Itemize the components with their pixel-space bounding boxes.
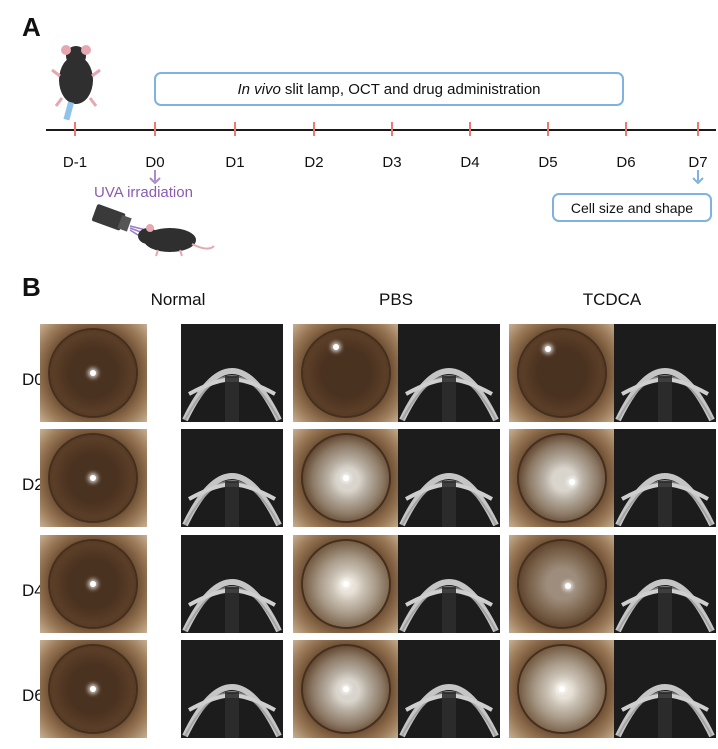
- day-label: D7: [688, 154, 708, 171]
- day-label: D1: [225, 154, 245, 171]
- slit-lamp-image-pbs-d0: [293, 324, 400, 422]
- row-label-d6: D6: [22, 686, 44, 705]
- slit-lamp-image-tcdca-d4: [509, 535, 616, 633]
- oct-image-tcdca-d6: [614, 640, 716, 738]
- timeline-tick: [547, 122, 549, 136]
- uva-arrow-icon: [149, 170, 161, 184]
- slit-lamp-image-normal-d2: [40, 429, 147, 527]
- endpoint-label: Cell size and shape: [570, 199, 694, 216]
- timeline-tick: [391, 122, 393, 136]
- oct-image-pbs-d0: [398, 324, 500, 422]
- timeline-tick: [154, 122, 156, 136]
- invivo-procedures-text: slit lamp, OCT and drug administration: [284, 80, 541, 98]
- timeline-tick: [313, 122, 315, 136]
- oct-image-normal-d4: [181, 535, 283, 633]
- row-label-d0: D0: [22, 370, 44, 389]
- slit-lamp-image-tcdca-d0: [509, 324, 616, 422]
- timeline-tick: [697, 122, 699, 136]
- timeline-tick: [469, 122, 471, 136]
- day-label: D5: [538, 154, 558, 171]
- endpoint-box: Cell size and shape: [552, 193, 712, 222]
- oct-image-normal-d0: [181, 324, 283, 422]
- oct-image-normal-d6: [181, 640, 283, 738]
- slit-lamp-image-pbs-d2: [293, 429, 400, 527]
- invivo-procedures-box: In vivo slit lamp, OCT and drug administ…: [154, 72, 624, 106]
- uva-irradiation-label: UVA irradiation: [94, 184, 193, 201]
- column-header-pbs: PBS: [378, 290, 414, 309]
- slit-lamp-image-normal-d6: [40, 640, 147, 738]
- timeline-axis: [46, 129, 716, 131]
- slit-lamp-image-normal-d4: [40, 535, 147, 633]
- day-label: D0: [145, 154, 165, 171]
- mouse-illustration: [51, 45, 101, 121]
- row-label-d4: D4: [22, 581, 44, 600]
- row-label-d2: D2: [22, 475, 44, 494]
- slit-lamp-image-pbs-d6: [293, 640, 400, 738]
- slit-lamp-image-normal-d0: [40, 324, 147, 422]
- slit-lamp-image-pbs-d4: [293, 535, 400, 633]
- column-header-normal: Normal: [150, 290, 206, 309]
- endpoint-arrow-icon: [692, 170, 704, 184]
- slit-lamp-image-tcdca-d6: [509, 640, 616, 738]
- oct-image-pbs-d6: [398, 640, 500, 738]
- invivo-italic-text: In vivo: [237, 80, 281, 98]
- day-label: D-1: [62, 154, 88, 171]
- column-header-tcdca: TCDCA: [582, 290, 642, 309]
- panel-label-a: A: [22, 12, 41, 42]
- oct-image-normal-d2: [181, 429, 283, 527]
- slit-lamp-image-tcdca-d2: [509, 429, 616, 527]
- oct-image-pbs-d2: [398, 429, 500, 527]
- day-label: D4: [460, 154, 480, 171]
- timeline-tick: [74, 122, 76, 136]
- timeline-tick: [234, 122, 236, 136]
- day-label: D6: [616, 154, 636, 171]
- day-label: D3: [382, 154, 402, 171]
- day-label: D2: [304, 154, 324, 171]
- oct-image-tcdca-d2: [614, 429, 716, 527]
- oct-image-tcdca-d4: [614, 535, 716, 633]
- timeline-tick: [625, 122, 627, 136]
- oct-image-tcdca-d0: [614, 324, 716, 422]
- panel-label-b: B: [22, 272, 41, 302]
- uva-lamp-mouse-illustration: [91, 204, 215, 257]
- oct-image-pbs-d4: [398, 535, 500, 633]
